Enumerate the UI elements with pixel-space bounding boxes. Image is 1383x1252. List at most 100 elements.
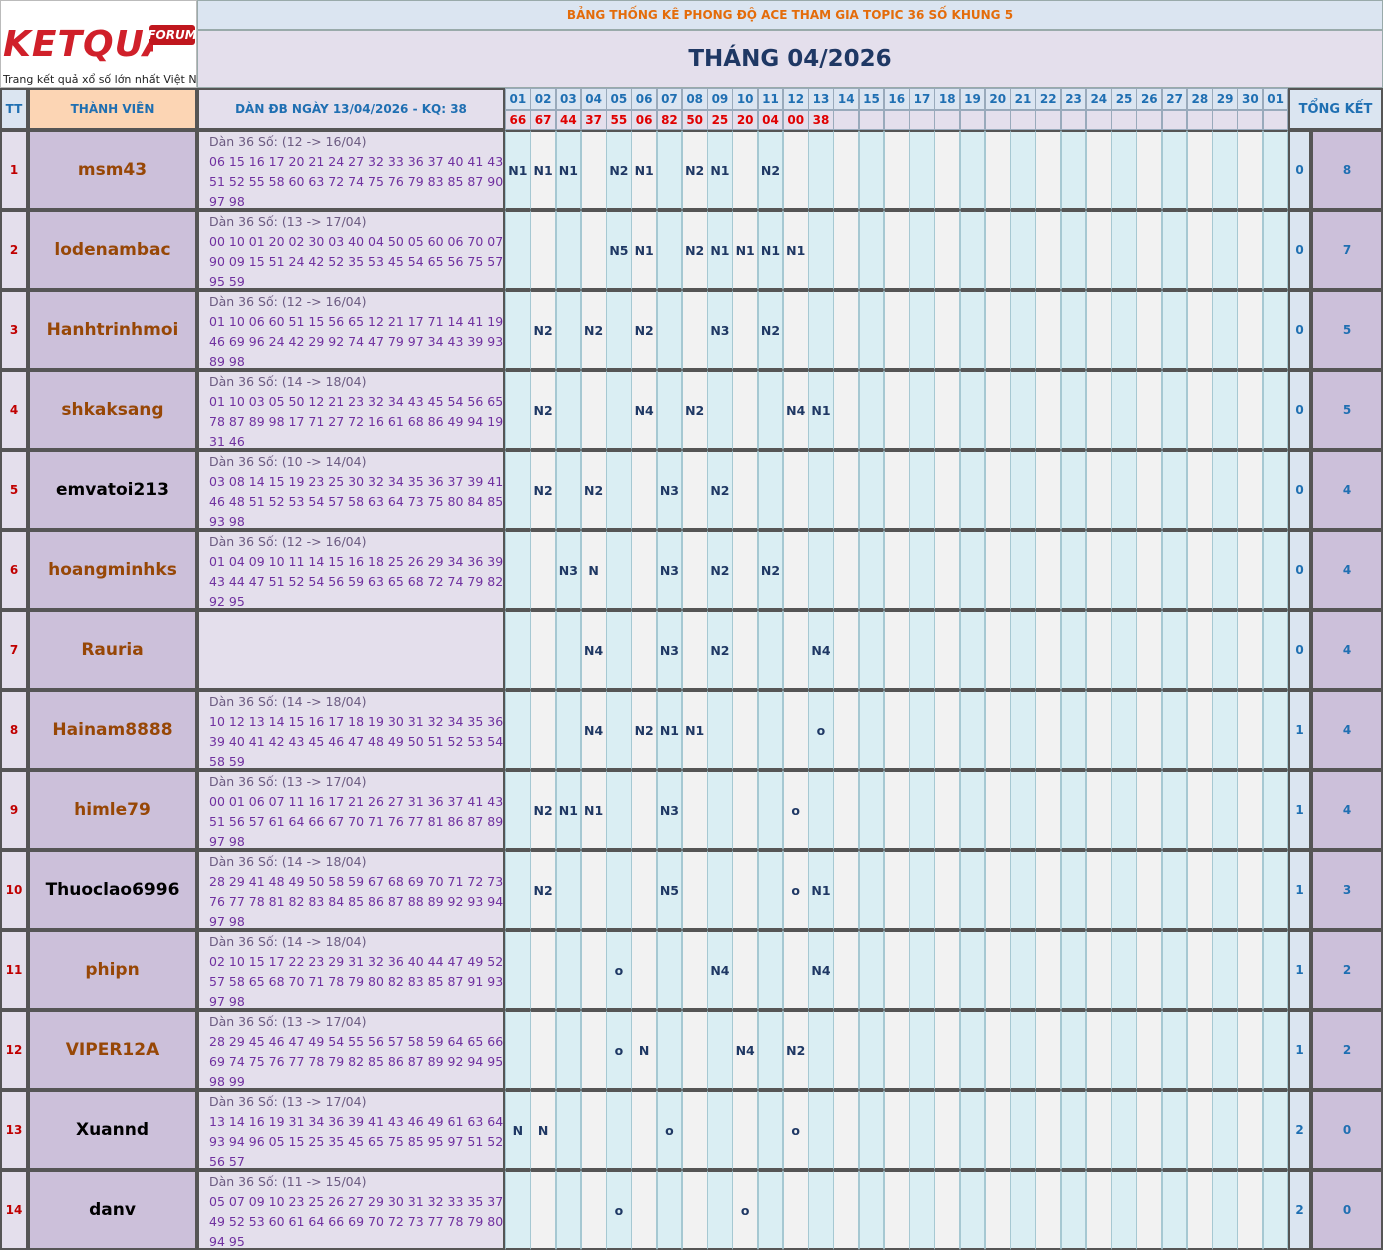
day-cell [959, 210, 986, 290]
day-cell [1035, 1010, 1062, 1090]
day-header: 25 [1111, 88, 1137, 110]
day-cell [1111, 1090, 1137, 1170]
dan-line: Dàn 36 Số: (14 -> 18/04) [209, 933, 367, 949]
day-cell [1212, 530, 1238, 610]
day-cell [1136, 770, 1163, 850]
day-cell [934, 930, 961, 1010]
day-cell [555, 1090, 582, 1170]
dan-line: 97 98 [209, 193, 245, 209]
dan-line: Dàn 36 Số: (12 -> 16/04) [209, 133, 367, 149]
dan-line: 97 98 [209, 913, 245, 929]
day-cell [530, 1010, 556, 1090]
day-cell [1136, 850, 1163, 930]
day-cell [1262, 770, 1289, 850]
day-cell [1111, 370, 1137, 450]
day-cell [909, 930, 935, 1010]
day-cell [909, 370, 935, 450]
day-cell [580, 850, 607, 930]
day-cell [833, 1090, 860, 1170]
day-cell [833, 130, 860, 210]
day-cell [782, 290, 809, 370]
day-cell [1035, 530, 1062, 610]
day-header: 24 [1085, 88, 1112, 110]
dan-line: 69 74 75 76 77 78 79 82 85 86 87 89 92 9… [209, 1053, 504, 1069]
total-a: 1 [1288, 850, 1311, 930]
dan-line: 76 77 78 81 82 83 84 85 86 87 88 89 92 9… [209, 893, 504, 909]
day-cell [1085, 1090, 1112, 1170]
day-cell [1085, 770, 1112, 850]
result-cell [984, 110, 1011, 130]
dan-line: 00 10 01 20 02 30 03 40 04 50 05 60 06 7… [209, 233, 504, 249]
result-cell [833, 110, 860, 130]
day-cell [580, 1010, 607, 1090]
day-cell [833, 1010, 860, 1090]
day-cell [1010, 370, 1036, 450]
day-header: 04 [580, 88, 607, 110]
day-cell: N2 [757, 530, 784, 610]
member-name: shkaksang [28, 370, 197, 450]
day-cell: N4 [808, 610, 834, 690]
day-cell [1060, 370, 1087, 450]
row-number: 5 [0, 450, 28, 530]
dan-line: Dàn 36 Số: (12 -> 16/04) [209, 293, 367, 309]
day-cell [1237, 450, 1264, 530]
total-b: 4 [1311, 610, 1383, 690]
row-number: 12 [0, 1010, 28, 1090]
day-cell [959, 930, 986, 1010]
day-cell: o [782, 1090, 809, 1170]
day-cell: N2 [530, 290, 556, 370]
day-cell [1212, 290, 1238, 370]
day-cell [959, 130, 986, 210]
day-cell [505, 1010, 531, 1090]
day-cell [808, 450, 834, 530]
day-cell [1035, 690, 1062, 770]
total-b: 8 [1311, 130, 1383, 210]
dan-line: 01 04 09 10 11 14 15 16 18 25 26 29 34 3… [209, 553, 504, 569]
dan-line: Dàn 36 Số: (10 -> 14/04) [209, 453, 367, 469]
dan-line: 39 40 41 42 43 45 46 47 48 49 50 51 52 5… [209, 733, 504, 749]
day-cell [1186, 370, 1213, 450]
row-number: 2 [0, 210, 28, 290]
day-cell [1237, 1010, 1264, 1090]
day-cell [732, 450, 759, 530]
day-cell [707, 1170, 733, 1250]
day-cell [1262, 210, 1289, 290]
dan-cell: Dàn 36 Số: (14 -> 18/04) 01 10 03 05 50 1… [197, 370, 505, 450]
day-cell [782, 450, 809, 530]
day-cell [555, 450, 582, 530]
day-cell [656, 930, 683, 1010]
day-header: 08 [681, 88, 708, 110]
logo-title: KETQUA2 [3, 23, 153, 65]
dan-line: 31 46 [209, 433, 245, 449]
row-number: 13 [0, 1090, 28, 1170]
day-cell: N1 [808, 370, 834, 450]
dan-line: 95 59 [209, 273, 245, 289]
day-cell [757, 770, 784, 850]
day-cell [1060, 930, 1087, 1010]
day-cell: o [606, 930, 632, 1010]
total-b: 2 [1311, 930, 1383, 1010]
result-cell [909, 110, 935, 130]
total-b: 4 [1311, 530, 1383, 610]
day-cell [808, 290, 834, 370]
result-cell [1111, 110, 1137, 130]
day-header: 01 [505, 88, 531, 110]
day-cell [1010, 450, 1036, 530]
day-cell [1161, 290, 1188, 370]
day-cell [555, 690, 582, 770]
day-header: 18 [934, 88, 961, 110]
day-cell [505, 1170, 531, 1250]
day-cell [505, 770, 531, 850]
day-cell [757, 610, 784, 690]
row-number: 11 [0, 930, 28, 1010]
result-cell [1085, 110, 1112, 130]
day-cell [1262, 1090, 1289, 1170]
day-cell [1237, 770, 1264, 850]
day-cell [959, 290, 986, 370]
day-cell: o [808, 690, 834, 770]
dan-line: 05 07 09 10 23 25 26 27 29 30 31 32 33 3… [209, 1193, 504, 1209]
day-cell [606, 290, 632, 370]
day-cell: N2 [757, 130, 784, 210]
logo-badge: FORUM [149, 25, 195, 45]
